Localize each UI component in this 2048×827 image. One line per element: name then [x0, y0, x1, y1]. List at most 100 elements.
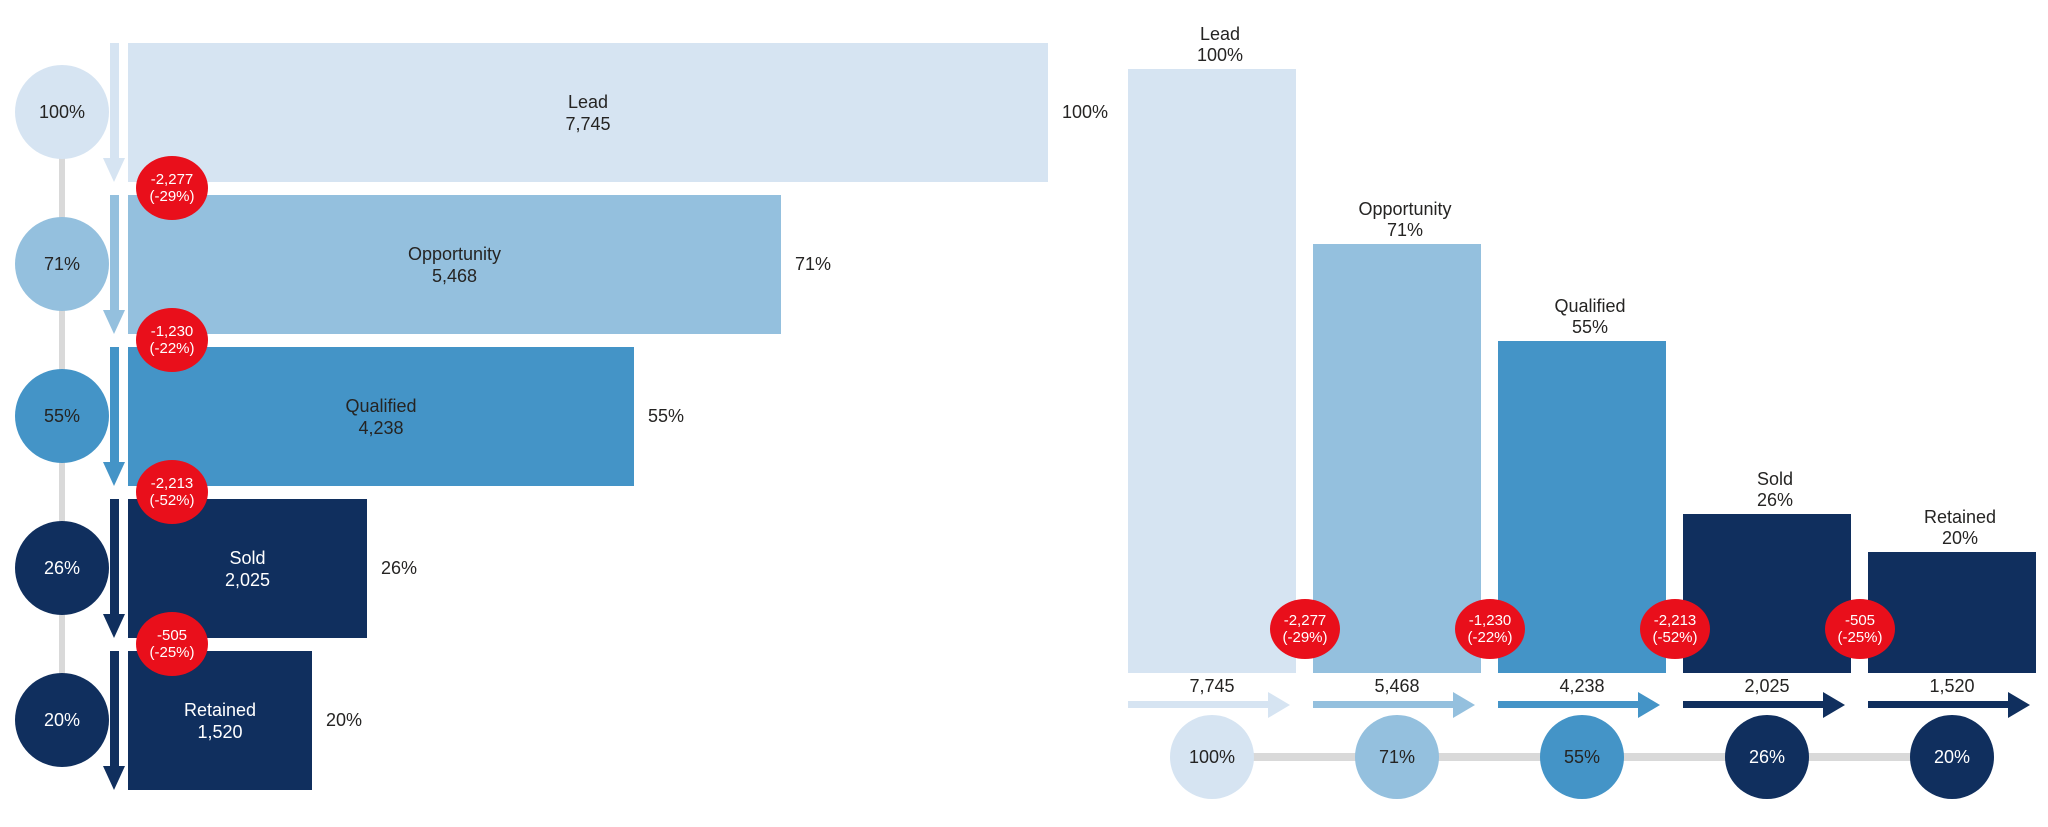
drop-percent: (-52%) — [1652, 629, 1698, 646]
bar-label-opportunity: Opportunity 5,468 — [128, 195, 781, 334]
percent-circle-retained: 20% — [15, 673, 109, 767]
stage-name: Qualified — [345, 395, 417, 416]
vertical-funnel-chart: Lead 100% Opportunity 71% Qualified 55% … — [1110, 0, 2048, 827]
drop-value: -505 — [1844, 612, 1876, 629]
stage-name: Sold — [1756, 469, 1794, 489]
funnel-bar-opportunity[interactable]: Opportunity 5,468 — [128, 195, 781, 334]
bar-label-lead: Lead 7,745 — [128, 43, 1048, 182]
right-arrow-sold-head — [1823, 692, 1845, 718]
stage-value: 4,238 — [358, 417, 404, 438]
percent-circle-sold: 26% — [1725, 715, 1809, 799]
percent-circle-opportunity: 71% — [15, 217, 109, 311]
funnel-bar-lead[interactable]: Lead 7,745 — [128, 43, 1048, 182]
percent-circle-label: 26% — [1748, 746, 1786, 767]
percent-circle-lead: 100% — [15, 65, 109, 159]
bar-label-qualified: Qualified 4,238 — [128, 347, 634, 486]
drop-badge-sold-retained[interactable]: -505 (-25%) — [136, 612, 208, 676]
bar-label-retained: Retained 1,520 — [128, 651, 312, 790]
percent-label-lead: 100% — [1062, 102, 1109, 122]
percent-label-sold: 26% — [381, 558, 418, 578]
funnel-bar-retained[interactable]: Retained 1,520 — [128, 651, 312, 790]
value-label-lead: 7,745 — [1189, 676, 1235, 696]
right-arrow-retained-head — [2008, 692, 2030, 718]
down-arrow-lead-head — [103, 158, 125, 182]
percent-label-opportunity: 71% — [795, 254, 832, 274]
column-bar-lead[interactable] — [1128, 69, 1296, 673]
drop-badge-qualified-sold[interactable]: -2,213 (-52%) — [1640, 599, 1710, 659]
stage-label-lead: Lead 100% — [1120, 23, 1320, 66]
drop-badge-lead-opportunity[interactable]: -2,277 (-29%) — [136, 156, 208, 220]
stage-percent: 71% — [1386, 220, 1424, 240]
percent-circle-label: 100% — [38, 101, 86, 122]
right-arrow-opportunity-head — [1453, 692, 1475, 718]
down-arrow-retained — [110, 651, 119, 766]
down-arrow-qualified — [110, 347, 119, 462]
column-bar-retained[interactable] — [1868, 552, 2036, 673]
drop-badge-qualified-sold[interactable]: -2,213 (-52%) — [136, 460, 208, 524]
drop-percent: (-22%) — [1467, 629, 1513, 646]
right-arrow-sold — [1683, 701, 1823, 708]
stage-name: Opportunity — [407, 243, 502, 264]
percent-circle-label: 26% — [43, 557, 81, 578]
percent-circle-label: 71% — [43, 253, 81, 274]
drop-value: -2,213 — [1653, 612, 1697, 629]
right-arrow-lead — [1128, 701, 1268, 708]
drop-badge-sold-retained[interactable]: -505 (-25%) — [1825, 599, 1895, 659]
drop-badge-lead-opportunity[interactable]: -2,277 (-29%) — [1270, 599, 1340, 659]
drop-badge-opportunity-qualified[interactable]: -1,230 (-22%) — [1455, 599, 1525, 659]
stage-value: 1,520 — [197, 721, 243, 742]
drop-percent: (-25%) — [1837, 629, 1883, 646]
column-bar-sold[interactable] — [1683, 514, 1851, 673]
right-arrow-opportunity — [1313, 701, 1453, 708]
percent-circle-label: 71% — [1378, 746, 1416, 767]
stage-label-opportunity: Opportunity 71% — [1305, 198, 1505, 241]
percent-circle-qualified: 55% — [15, 369, 109, 463]
stage-label-sold: Sold 26% — [1675, 468, 1875, 511]
drop-percent: (-52%) — [149, 492, 195, 509]
stage-name: Lead — [1199, 24, 1241, 44]
value-label-opportunity: 5,468 — [1374, 676, 1420, 696]
drop-value: -505 — [156, 627, 188, 644]
down-arrow-retained-head — [103, 766, 125, 790]
right-arrow-retained — [1868, 701, 2008, 708]
drop-percent: (-29%) — [149, 188, 195, 205]
drop-value: -2,213 — [150, 475, 194, 492]
percent-circle-label: 20% — [43, 709, 81, 730]
drop-value: -1,230 — [1468, 612, 1512, 629]
stage-name: Retained — [1923, 507, 1997, 527]
funnel-bar-qualified[interactable]: Qualified 4,238 — [128, 347, 634, 486]
column-bar-opportunity[interactable] — [1313, 244, 1481, 673]
percent-circle-label: 100% — [1188, 746, 1236, 767]
stage-name: Retained — [183, 699, 257, 720]
down-arrow-sold — [110, 499, 119, 614]
down-arrow-sold-head — [103, 614, 125, 638]
drop-badge-opportunity-qualified[interactable]: -1,230 (-22%) — [136, 308, 208, 372]
percent-circle-label: 20% — [1933, 746, 1971, 767]
percent-circle-label: 55% — [1563, 746, 1601, 767]
value-label-sold: 2,025 — [1744, 676, 1790, 696]
drop-value: -2,277 — [1283, 612, 1327, 629]
down-arrow-qualified-head — [103, 462, 125, 486]
stage-percent: 20% — [1941, 528, 1979, 548]
percent-circle-sold: 26% — [15, 521, 109, 615]
down-arrow-opportunity — [110, 195, 119, 310]
drop-percent: (-25%) — [149, 644, 195, 661]
bar-label-sold: Sold 2,025 — [128, 499, 367, 638]
stage-name: Lead — [567, 91, 609, 112]
stage-percent: 26% — [1756, 490, 1794, 510]
drop-percent: (-22%) — [149, 340, 195, 357]
percent-circle-lead: 100% — [1170, 715, 1254, 799]
column-bar-qualified[interactable] — [1498, 341, 1666, 673]
right-arrow-qualified-head — [1638, 692, 1660, 718]
stage-name: Sold — [229, 547, 266, 568]
value-label-qualified: 4,238 — [1559, 676, 1605, 696]
down-arrow-lead — [110, 43, 119, 158]
value-label-retained: 1,520 — [1929, 676, 1975, 696]
drop-value: -2,277 — [150, 171, 194, 188]
stage-percent: 55% — [1571, 317, 1609, 337]
horizontal-funnel-chart: 100% 71% 55% 26% 20% Lead 7,745 — [15, 43, 1109, 790]
stage-value: 7,745 — [565, 113, 611, 134]
drop-percent: (-29%) — [1282, 629, 1328, 646]
stage-percent: 100% — [1196, 45, 1244, 65]
